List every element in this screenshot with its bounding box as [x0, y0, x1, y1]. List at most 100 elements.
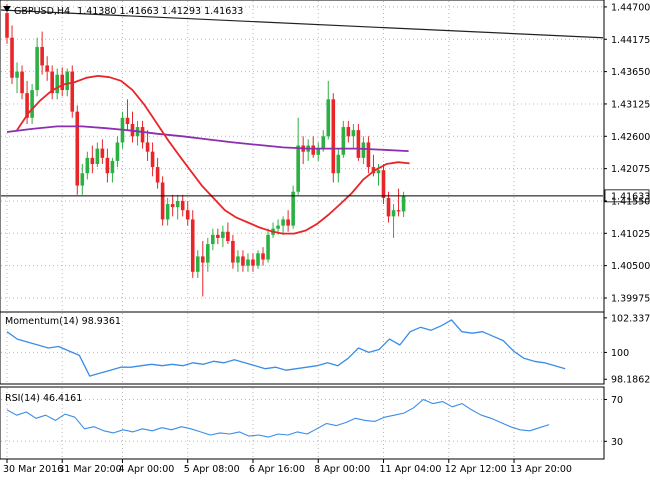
candle — [206, 237, 210, 272]
candle-body — [180, 200, 185, 211]
candle — [145, 130, 150, 161]
candle — [80, 164, 85, 195]
candle — [35, 37, 39, 97]
candle — [366, 136, 371, 174]
momentum-pane-frame — [0, 311, 605, 385]
candle-body — [95, 148, 100, 165]
candle-body — [336, 154, 341, 174]
candle — [15, 62, 19, 94]
candles — [5, 3, 406, 297]
candle — [266, 228, 270, 263]
sma-fast-line — [16, 75, 410, 235]
candle-body — [361, 142, 366, 158]
time-tick-label: 5 Apr 08:00 — [184, 464, 240, 475]
candle — [110, 157, 115, 183]
candle-body — [160, 182, 165, 220]
candle-body — [331, 99, 336, 174]
candle — [200, 241, 205, 297]
rsi-title: RSI(14) 46.4161 — [5, 393, 82, 404]
candle — [20, 65, 24, 100]
candle-body — [195, 256, 200, 272]
candle-body — [75, 111, 80, 186]
candle-body — [291, 191, 295, 226]
momentum-pane: Momentum(14) 98.9361 102.3375 100 98.1862 — [0, 311, 650, 386]
candle — [291, 185, 295, 229]
candle — [150, 142, 155, 177]
candle-body — [256, 253, 260, 266]
price-axis: 1.44700 1.44175 1.43650 1.43125 1.42600 1.420… — [604, 2, 650, 304]
candle — [361, 136, 366, 165]
candle — [356, 123, 361, 161]
candle-body — [125, 117, 130, 124]
candle — [326, 80, 331, 140]
candle-body — [105, 157, 110, 174]
time-tick-label: 4 Apr 00:00 — [118, 464, 174, 475]
candle — [236, 250, 240, 272]
candle — [85, 151, 90, 180]
candle-body — [20, 71, 24, 94]
time-tick-label: 12 Apr 12:00 — [445, 464, 507, 475]
momentum-tick-label: 100 — [611, 348, 629, 359]
candle-body — [45, 65, 49, 72]
candle — [386, 191, 391, 223]
momentum-line — [6, 319, 566, 377]
price-tick-label: 1.43650 — [611, 67, 650, 78]
candle — [140, 120, 145, 149]
candle — [70, 65, 75, 118]
candle — [331, 93, 336, 183]
candle-body — [396, 210, 401, 212]
candle — [336, 148, 341, 183]
candle-body — [316, 148, 321, 155]
dropdown-triangle-icon[interactable] — [3, 6, 11, 12]
candle — [160, 176, 165, 226]
rsi-grid — [1, 388, 603, 458]
momentum-axis: 102.3375 100 98.1862 — [604, 313, 650, 386]
rsi-line — [6, 398, 550, 438]
trendline-segment — [0, 9, 604, 39]
candle — [281, 216, 285, 235]
candle-body — [150, 151, 155, 168]
candle — [180, 194, 185, 217]
sma-fast-path — [16, 75, 410, 235]
candle — [241, 250, 245, 272]
candle-body — [366, 142, 371, 168]
price-tick-label: 1.41025 — [611, 229, 650, 240]
candle-body — [371, 167, 376, 174]
candle — [251, 253, 255, 272]
candle — [256, 250, 260, 269]
candle-body — [35, 46, 39, 91]
candle-body — [391, 210, 396, 217]
candle — [391, 204, 396, 238]
candle-body — [231, 241, 235, 263]
candle — [246, 253, 250, 272]
candle — [125, 99, 130, 131]
candle-body — [341, 127, 346, 155]
candle — [75, 105, 80, 195]
candle-body — [40, 46, 44, 66]
price-tick-label: 1.41550 — [611, 196, 650, 207]
candle-body — [266, 234, 270, 260]
candle-body — [60, 74, 65, 91]
ohlc-values: 1.41380 1.41663 1.41293 1.41633 — [77, 6, 243, 17]
candle-body — [281, 219, 285, 226]
candle-body — [30, 90, 34, 118]
candle-body — [376, 170, 381, 174]
candle-body — [246, 259, 250, 266]
price-grid — [1, 1, 603, 311]
candle-body — [15, 71, 19, 78]
candle — [25, 80, 29, 124]
candle-body — [346, 127, 351, 137]
candle-body — [140, 127, 145, 143]
candle-body — [261, 253, 265, 260]
sma-slow-path — [6, 125, 409, 152]
candle — [185, 200, 190, 226]
price-tick-label: 1.44175 — [611, 35, 650, 46]
time-tick-label: 11 Apr 04:00 — [380, 464, 442, 475]
candle — [170, 194, 175, 217]
candle-body — [155, 167, 160, 183]
candle — [55, 68, 59, 100]
candle — [261, 247, 265, 266]
price-tick-label: 1.40500 — [611, 261, 650, 272]
